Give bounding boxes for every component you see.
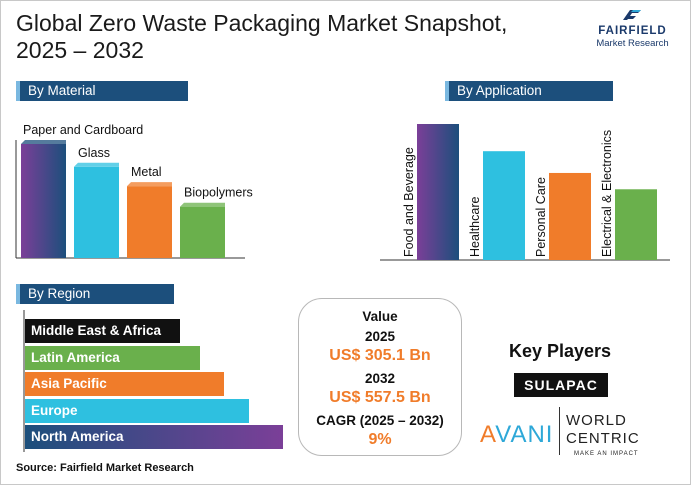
brand-name: FAIRFIELD [598, 25, 667, 37]
avani-logo-rest: VANI [495, 421, 554, 448]
material-bar-cap [127, 182, 172, 187]
page-title: Global Zero Waste Packaging Market Snaps… [16, 10, 596, 64]
sulapac-logo: SULAPAC [514, 373, 608, 397]
year-2025-label: 2025 [364, 329, 396, 344]
application-category-label: Personal Care [534, 177, 548, 257]
material-heading-label: By Material [28, 83, 96, 98]
value-2032: US$ 557.5 Bn [329, 389, 431, 406]
market-value-box: Value 2025 US$ 305.1 Bn 2032 US$ 557.5 B… [298, 298, 462, 456]
avani-logo-initial: A [480, 421, 496, 448]
avani-logo: AVANI [480, 421, 554, 453]
material-bar [180, 206, 225, 258]
application-bar [549, 172, 591, 260]
material-heading: By Material [16, 81, 188, 101]
region-bar: North America [25, 425, 283, 449]
application-bar [615, 189, 657, 260]
region-heading: By Region [16, 284, 174, 304]
region-axis [23, 310, 25, 452]
application-category-label: Food and Beverage [402, 147, 416, 257]
value-label: Value [362, 309, 398, 324]
application-category-label: Electrical & Electronics [600, 130, 614, 257]
application-heading: By Application [445, 81, 613, 101]
material-bar-cap [74, 162, 119, 167]
region-bar: Europe [25, 398, 250, 423]
cagr-value: 9% [368, 431, 392, 448]
title-line-1: Global Zero Waste Packaging Market Snaps… [16, 10, 508, 36]
year-2032-label: 2032 [364, 371, 396, 386]
material-category-label: Metal [131, 165, 162, 179]
cagr-label: CAGR (2025 – 2032) [316, 413, 444, 428]
region-bar: Middle East & Africa [25, 319, 180, 343]
logo-divider [559, 407, 560, 455]
value-2025: US$ 305.1 Bn [329, 347, 431, 364]
material-bar-cap [21, 140, 66, 144]
material-chart: Paper and Cardboard Glass Metal Biopolymers [15, 123, 253, 259]
fairfield-logo-mark-icon [623, 10, 641, 20]
material-category-label: Paper and Cardboard [23, 123, 143, 137]
material-bar [127, 186, 172, 258]
application-heading-label: By Application [457, 83, 542, 98]
material-category-label: Biopolymers [184, 186, 253, 200]
world-centric-logo-line1: WORLD [566, 412, 627, 429]
world-centric-tagline: MAKE AN IMPACT [574, 451, 639, 457]
application-bar [417, 124, 459, 260]
application-chart: Food and Beverage Healthcare Personal Care… [380, 124, 670, 261]
region-heading-label: By Region [28, 286, 91, 301]
brand-subtitle: Market Research [596, 38, 669, 49]
title-line-2: 2025 – 2032 [16, 37, 144, 63]
application-category-label: Healthcare [468, 197, 482, 257]
material-bar [74, 166, 119, 258]
world-centric-logo-line2: CENTRIC [566, 430, 640, 447]
material-bar [21, 144, 66, 258]
fairfield-logo: FAIRFIELD Market Research [585, 8, 680, 52]
material-category-label: Glass [78, 146, 110, 160]
material-bar-cap [180, 202, 225, 207]
region-bar: Latin America [25, 345, 201, 370]
key-players-heading: Key Players [508, 341, 612, 361]
source-note: Source: Fairfield Market Research [16, 462, 194, 474]
region-bar: Asia Pacific [25, 372, 224, 396]
application-bar [483, 151, 525, 260]
